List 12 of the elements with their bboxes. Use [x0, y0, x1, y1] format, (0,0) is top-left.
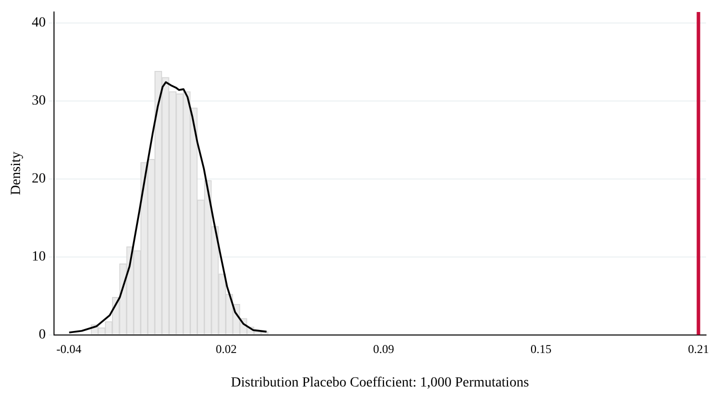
- y-tick-label: 20: [32, 172, 46, 187]
- x-tick-label: 0.21: [688, 342, 709, 356]
- y-tick-label: 10: [32, 250, 46, 264]
- x-tick-label: 0.02: [216, 342, 237, 356]
- x-tick-label: 0.09: [373, 342, 394, 356]
- y-axis-title: Density: [9, 152, 24, 196]
- x-tick-label: -0.04: [56, 342, 82, 356]
- x-axis-title: Distribution Placebo Coefficient: 1,000 Permutations: [230, 375, 529, 390]
- y-tick-label: 30: [32, 94, 46, 109]
- y-tick-label: 40: [32, 16, 46, 31]
- x-tick-label: 0.15: [530, 342, 552, 356]
- y-tick-label: 0: [38, 327, 46, 342]
